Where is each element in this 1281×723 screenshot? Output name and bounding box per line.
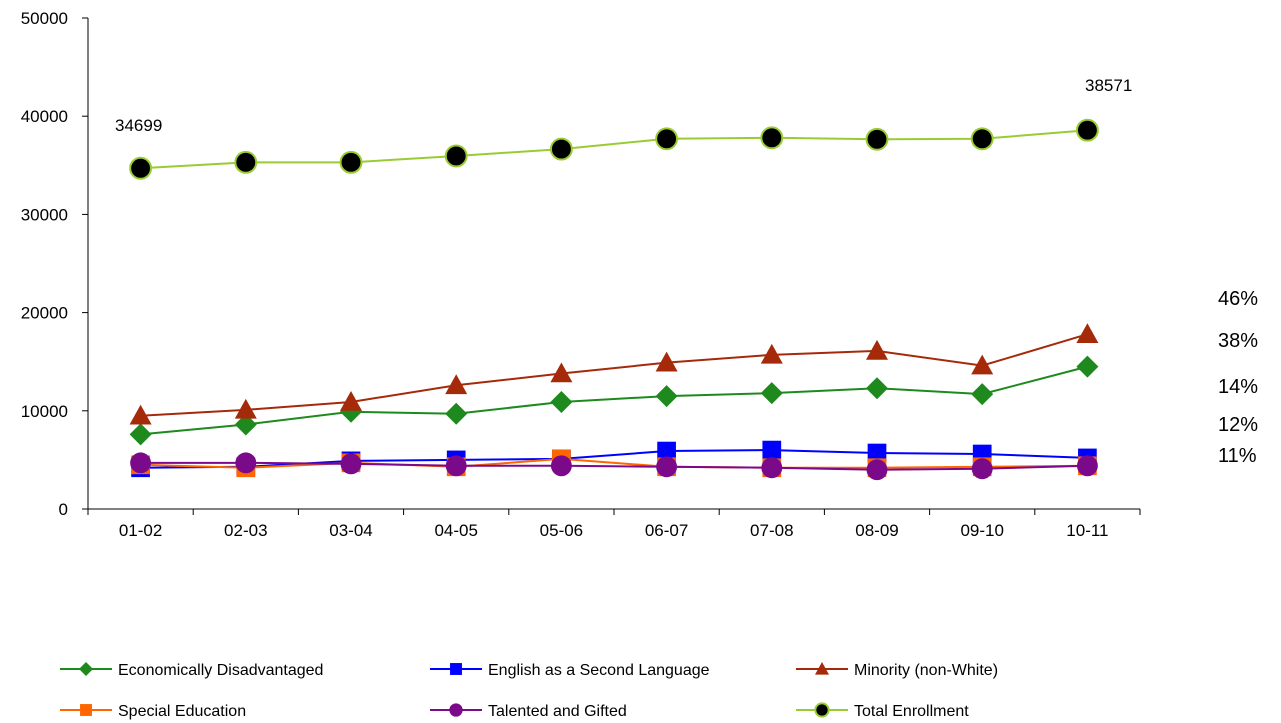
series-line (140, 129, 1088, 170)
data-point (550, 390, 573, 413)
data-point (655, 127, 679, 151)
data-point (234, 398, 257, 419)
x-tick-label: 03-04 (329, 521, 372, 540)
first-total-label: 34699 (115, 116, 162, 135)
data-point (760, 126, 784, 150)
series-economically-disadvantaged (129, 355, 1099, 446)
legend-marker (79, 662, 93, 676)
data-point (657, 441, 676, 461)
legend-item: English as a Second Language (430, 662, 710, 679)
data-point (550, 455, 572, 477)
data-point (339, 150, 363, 174)
series-talented-and-gifted (130, 452, 1098, 481)
data-point (655, 351, 678, 372)
legend-label: Minority (non-White) (854, 662, 998, 679)
data-point (235, 452, 257, 474)
x-tick-label: 10-11 (1066, 521, 1108, 540)
y-tick-label: 0 (59, 500, 68, 519)
legend-item: Total Enrollment (796, 702, 969, 720)
data-point (970, 127, 994, 151)
data-point (760, 382, 783, 405)
legend-marker (814, 702, 830, 718)
data-point (867, 443, 887, 463)
data-point (129, 156, 153, 180)
x-tick-label: 09-10 (960, 521, 1003, 540)
y-tick-label: 10000 (21, 402, 68, 421)
percentage-label: 11% (1218, 445, 1257, 467)
y-tick-label: 20000 (21, 304, 68, 323)
series-line (140, 365, 1088, 436)
series-total-enrollment (129, 118, 1099, 180)
data-point (234, 150, 258, 174)
data-point (340, 453, 362, 475)
data-point (340, 390, 362, 411)
series-line (140, 457, 1088, 469)
data-point (971, 458, 993, 480)
data-point (866, 339, 888, 360)
y-tick-label: 50000 (21, 9, 68, 28)
data-point (130, 452, 152, 474)
data-point (445, 402, 468, 425)
data-point (656, 456, 678, 478)
x-tick-label: 04-05 (434, 521, 477, 540)
data-point (129, 404, 152, 425)
percentage-label: 38% (1218, 330, 1258, 352)
last-total-label: 38571 (1085, 76, 1132, 95)
legend-item: Special Education (60, 703, 246, 720)
legend-item: Minority (non-White) (796, 662, 998, 679)
percentage-label: 12% (1218, 414, 1258, 436)
x-tick-label: 06-07 (645, 521, 688, 540)
legend-label: Total Enrollment (854, 703, 969, 720)
data-point (129, 423, 152, 446)
x-tick-label: 02-03 (224, 521, 267, 540)
data-point (445, 374, 468, 395)
data-point (865, 127, 889, 151)
data-point (866, 377, 888, 400)
legend-marker (80, 704, 92, 716)
data-point (445, 455, 467, 477)
y-tick-label: 40000 (21, 107, 68, 126)
series-minority-non-white (129, 323, 1099, 425)
data-point (655, 385, 678, 408)
data-point (1076, 455, 1098, 477)
legend-label: Talented and Gifted (488, 703, 627, 720)
data-point (971, 383, 994, 406)
legend-label: Special Education (118, 703, 246, 720)
x-axis-ticks: 01-02 02-03 03-04 04-05 05-06 06-07 07-08 08-09… (87, 509, 1141, 540)
x-tick-label: 07-08 (750, 521, 793, 540)
series-line (140, 333, 1088, 417)
data-point (760, 343, 783, 364)
data-point (234, 413, 257, 436)
data-point (550, 362, 573, 383)
y-axis-ticks: 0 10000 20000 30000 40000 50000 (21, 9, 88, 519)
percentage-label: 14% (1218, 376, 1258, 398)
series-line (140, 461, 1088, 471)
x-tick-label: 01-02 (119, 521, 162, 540)
series-layer (129, 118, 1099, 481)
data-point (971, 354, 994, 375)
legend-marker (449, 703, 463, 717)
data-point (1076, 323, 1099, 344)
y-tick-label: 30000 (21, 205, 68, 224)
x-tick-label: 08-09 (855, 521, 898, 540)
legend-label: Economically Disadvantaged (118, 662, 323, 679)
data-point (761, 457, 783, 479)
legend-marker (450, 663, 462, 675)
chart-legend: Economically Disadvantaged English as a S… (60, 662, 998, 720)
percentage-label: 46% (1218, 288, 1258, 310)
data-point (866, 459, 888, 481)
data-point (444, 144, 468, 168)
data-point (762, 440, 782, 460)
legend-item: Talented and Gifted (430, 703, 627, 720)
legend-marker (815, 662, 829, 675)
data-point (1076, 355, 1099, 378)
data-point (549, 137, 573, 161)
x-tick-label: 05-06 (540, 521, 583, 540)
series-english-as-a-second-language (131, 440, 1097, 478)
legend-label: English as a Second Language (488, 662, 710, 679)
data-point (1075, 118, 1099, 142)
legend-item: Economically Disadvantaged (60, 662, 323, 679)
